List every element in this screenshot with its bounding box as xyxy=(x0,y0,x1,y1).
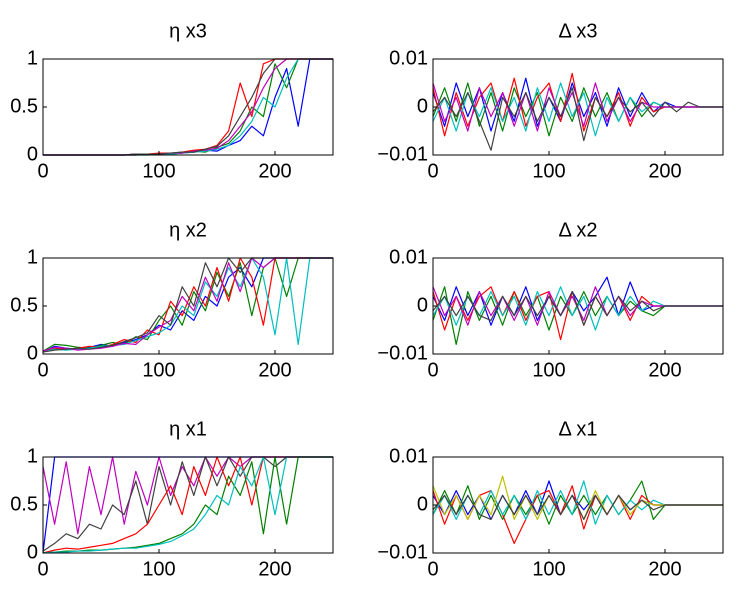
data-line xyxy=(432,82,723,132)
x-tick-label: 100 xyxy=(532,558,565,580)
x-tick-label: 200 xyxy=(258,558,291,580)
x-tick-label: 0 xyxy=(427,359,438,381)
data-line xyxy=(42,257,333,353)
data-line xyxy=(42,257,333,353)
x-tick-label: 200 xyxy=(648,558,681,580)
data-line xyxy=(42,456,333,554)
data-line xyxy=(42,257,333,353)
y-tick-label: −0.01 xyxy=(377,342,428,364)
x-tick-label: 200 xyxy=(648,359,681,381)
x-tick-label: 200 xyxy=(648,160,681,182)
y-tick-label: −0.01 xyxy=(377,541,428,563)
y-tick-label: 0.01 xyxy=(389,246,428,268)
x-tick-label: 100 xyxy=(532,359,565,381)
y-tick-label: 0.01 xyxy=(389,445,428,467)
x-tick-label: 0 xyxy=(37,160,48,182)
y-tick-label: 0.5 xyxy=(10,95,38,117)
x-tick-label: 100 xyxy=(532,160,565,182)
x-tick-label: 0 xyxy=(427,558,438,580)
data-line xyxy=(432,494,723,520)
data-line xyxy=(432,286,723,345)
x-tick-label: 200 xyxy=(258,359,291,381)
x-tick-label: 100 xyxy=(142,160,175,182)
y-tick-label: 0 xyxy=(417,493,428,515)
data-line xyxy=(432,87,723,151)
data-line xyxy=(432,291,723,326)
y-tick-label: −0.01 xyxy=(377,143,428,165)
y-tick-label: 1 xyxy=(27,246,38,268)
panel-title: Δ x3 xyxy=(559,20,598,42)
panel-title: η x3 xyxy=(169,20,207,42)
x-tick-label: 0 xyxy=(427,160,438,182)
y-tick-label: 0.5 xyxy=(10,493,38,515)
x-tick-label: 100 xyxy=(142,558,175,580)
data-line xyxy=(43,58,333,156)
x-tick-label: 0 xyxy=(37,359,48,381)
panel-title: η x2 xyxy=(169,219,207,241)
data-line xyxy=(432,485,723,544)
data-line xyxy=(42,456,333,552)
panel-title: η x1 xyxy=(169,418,207,440)
y-tick-label: 0.5 xyxy=(10,294,38,316)
y-tick-label: 0 xyxy=(27,342,38,364)
y-tick-label: 0 xyxy=(417,95,428,117)
y-tick-label: 0 xyxy=(27,541,38,563)
data-line xyxy=(42,257,333,352)
x-tick-label: 0 xyxy=(37,558,48,580)
data-line xyxy=(42,257,333,352)
data-line xyxy=(42,257,333,353)
y-tick-label: 1 xyxy=(27,445,38,467)
panel-title: Δ x2 xyxy=(559,219,598,241)
data-line xyxy=(42,456,333,535)
x-tick-label: 200 xyxy=(258,160,291,182)
panel-title: Δ x1 xyxy=(559,418,598,440)
y-tick-label: 0 xyxy=(27,143,38,165)
y-tick-label: 1 xyxy=(27,47,38,69)
y-tick-label: 0 xyxy=(417,294,428,316)
x-tick-label: 100 xyxy=(142,359,175,381)
axes-box xyxy=(42,257,334,355)
data-line xyxy=(42,456,333,554)
y-tick-label: 0.01 xyxy=(389,47,428,69)
